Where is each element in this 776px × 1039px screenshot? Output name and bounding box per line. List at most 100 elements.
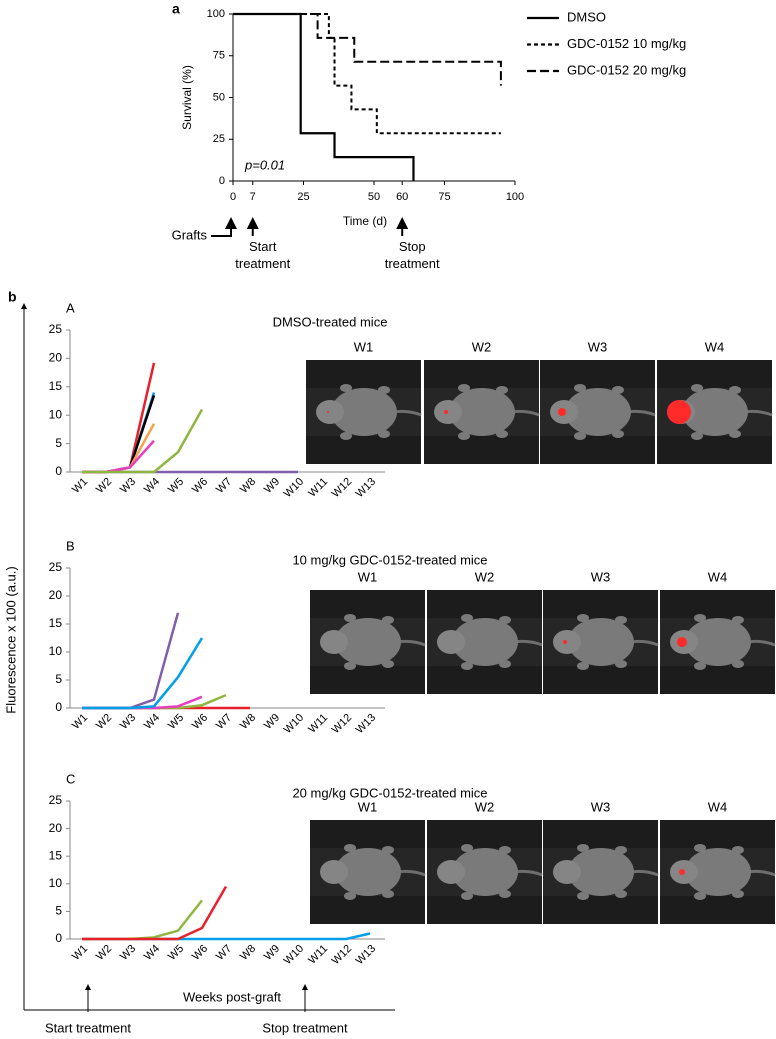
mouse-leg bbox=[340, 432, 352, 440]
x-tick-label: W8 bbox=[238, 476, 258, 496]
image-label: W4 bbox=[705, 339, 725, 354]
survival-line bbox=[233, 13, 501, 135]
mouse-leg bbox=[729, 386, 741, 394]
x-tick-label: W7 bbox=[214, 476, 234, 496]
mouse-body bbox=[331, 388, 397, 436]
image-label: W3 bbox=[591, 799, 611, 814]
x-tick-label: W9 bbox=[262, 476, 282, 496]
mouse-leg bbox=[499, 660, 511, 668]
legend-label: DMSO bbox=[567, 9, 606, 24]
mouse-body bbox=[682, 388, 748, 436]
mouse-leg bbox=[499, 846, 511, 854]
mouse-body bbox=[452, 848, 518, 896]
mouse-body bbox=[335, 848, 401, 896]
mouse-body bbox=[568, 618, 634, 666]
x-tick-label: W1 bbox=[70, 943, 90, 963]
legend-label: GDC-0152 10 mg/kg bbox=[567, 36, 686, 51]
mouse-leg bbox=[577, 892, 589, 900]
mouse-leg bbox=[732, 846, 744, 854]
panel-label: C bbox=[66, 771, 75, 786]
mouse-leg bbox=[344, 662, 356, 670]
x-tick-label: W9 bbox=[262, 943, 282, 963]
mouse-body bbox=[565, 388, 631, 436]
x-tick-label: W11 bbox=[306, 712, 330, 736]
y-tick-label: 15 bbox=[49, 379, 63, 393]
fluorescence-spot bbox=[444, 410, 448, 414]
chart-title: DMSO-treated mice bbox=[273, 314, 388, 329]
x-tick-label: W6 bbox=[190, 476, 210, 496]
mouse-leg bbox=[499, 890, 511, 898]
mouse-body bbox=[568, 848, 634, 896]
x-tick-label: W4 bbox=[142, 476, 162, 496]
image-label: W2 bbox=[472, 339, 492, 354]
panel-label: B bbox=[66, 538, 75, 553]
x-tick-label: W3 bbox=[118, 712, 138, 732]
annotation: p=0.01 bbox=[244, 157, 285, 172]
mouse-body bbox=[335, 618, 401, 666]
mouse-leg bbox=[461, 844, 473, 852]
annotation: Start treatment bbox=[45, 1020, 131, 1035]
y-tick-label: 5 bbox=[55, 436, 62, 450]
image-label: W4 bbox=[708, 569, 728, 584]
y-tick-label: 5 bbox=[55, 672, 62, 686]
x-tick-label: W5 bbox=[166, 476, 186, 496]
image-label: W2 bbox=[475, 799, 495, 814]
annotation: Stop treatment bbox=[384, 239, 440, 271]
y-tick-label: 10 bbox=[49, 407, 63, 421]
mouse-leg bbox=[344, 892, 356, 900]
mouse-leg bbox=[378, 386, 390, 394]
x-tick-label: W8 bbox=[238, 943, 258, 963]
x-tick-label: W11 bbox=[306, 476, 330, 500]
y-tick-label: 25 bbox=[49, 560, 63, 574]
x-tick-label: W2 bbox=[94, 712, 114, 732]
series-line bbox=[82, 362, 156, 474]
mouse-leg bbox=[382, 616, 394, 624]
x-tick-label: W5 bbox=[166, 943, 186, 963]
y-tick-label: 25 bbox=[49, 793, 63, 807]
y-tick-label: 25 bbox=[213, 133, 225, 145]
series-line bbox=[82, 885, 228, 941]
x-tick-label: W6 bbox=[190, 943, 210, 963]
x-tick-label: 60 bbox=[396, 191, 408, 203]
x-tick-label: W1 bbox=[70, 712, 90, 732]
legend-label: GDC-0152 20 mg/kg bbox=[567, 62, 686, 77]
mouse-body bbox=[452, 618, 518, 666]
mouse-leg bbox=[577, 844, 589, 852]
x-tick-label: 0 bbox=[230, 191, 236, 203]
mouse-leg bbox=[382, 890, 394, 898]
image-label: W1 bbox=[358, 799, 378, 814]
x-tick-label: W3 bbox=[118, 476, 138, 496]
mouse-leg bbox=[344, 844, 356, 852]
x-tick-label: W13 bbox=[354, 476, 378, 500]
x-tick-label: W10 bbox=[282, 476, 306, 500]
mouse-leg bbox=[732, 616, 744, 624]
mouse-leg bbox=[461, 892, 473, 900]
mouse-leg bbox=[458, 384, 470, 392]
mouse-leg bbox=[612, 386, 624, 394]
panel-label: A bbox=[66, 300, 75, 315]
annotation: Start treatment bbox=[235, 239, 291, 271]
image-label: W3 bbox=[588, 339, 608, 354]
mouse-leg bbox=[615, 660, 627, 668]
mouse-leg bbox=[577, 662, 589, 670]
x-axis-label: Time (d) bbox=[343, 214, 387, 228]
x-tick-label: W3 bbox=[118, 943, 138, 963]
series-line bbox=[82, 408, 204, 474]
x-tick-label: W4 bbox=[142, 943, 162, 963]
mouse-head bbox=[437, 630, 465, 654]
mouse-leg bbox=[694, 662, 706, 670]
mouse-head bbox=[437, 860, 465, 884]
chart-title: 20 mg/kg GDC-0152-treated mice bbox=[292, 785, 487, 800]
fluorescence-spot bbox=[677, 637, 687, 647]
panel-label: a bbox=[172, 1, 180, 17]
mouse-leg bbox=[577, 614, 589, 622]
y-tick-label: 5 bbox=[55, 904, 62, 918]
x-tick-label: W2 bbox=[94, 476, 114, 496]
x-tick-label: W7 bbox=[214, 943, 234, 963]
fluorescence-spot bbox=[558, 408, 566, 416]
survival-line bbox=[233, 12, 415, 181]
x-tick-label: W9 bbox=[262, 712, 282, 732]
x-tick-label: W4 bbox=[142, 712, 162, 732]
mouse-leg bbox=[615, 846, 627, 854]
